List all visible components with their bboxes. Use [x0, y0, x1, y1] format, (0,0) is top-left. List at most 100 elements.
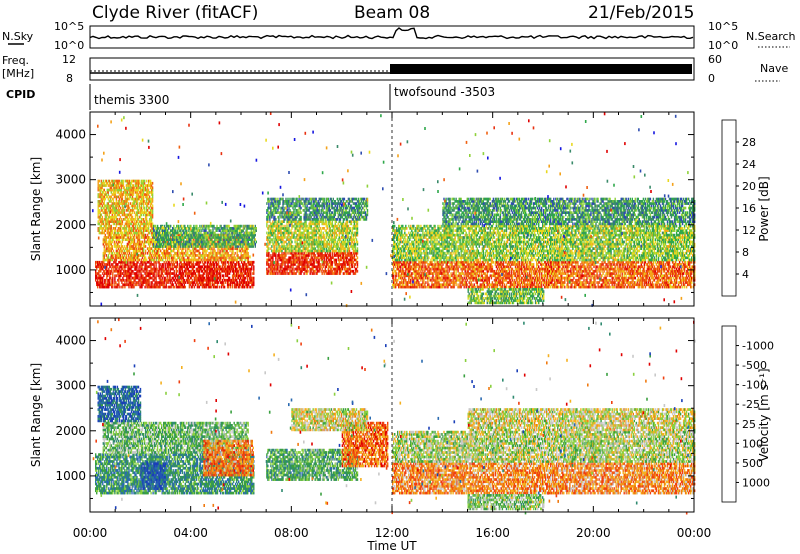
range-cell	[148, 249, 151, 253]
range-cell	[153, 274, 155, 278]
range-cell	[207, 272, 210, 275]
range-cell	[189, 236, 191, 239]
range-cell	[178, 281, 180, 284]
range-cell	[134, 222, 137, 226]
range-cell	[227, 276, 230, 280]
range-cell	[128, 240, 131, 244]
range-cell	[103, 285, 105, 289]
range-cell	[116, 283, 118, 287]
range-cell	[195, 245, 197, 248]
range-cell	[134, 213, 137, 217]
range-cell	[138, 281, 140, 284]
range-cell	[247, 272, 249, 275]
range-cell	[158, 269, 160, 273]
range-cell	[171, 254, 173, 257]
range-cell	[155, 272, 157, 275]
range-cell	[114, 233, 117, 237]
range-cell	[128, 249, 131, 253]
range-cell	[226, 269, 229, 273]
range-cell	[144, 258, 147, 262]
range-cell	[126, 245, 129, 248]
range-cell	[132, 269, 134, 273]
range-cell	[186, 272, 188, 275]
range-cell	[105, 193, 107, 196]
range-cell	[118, 281, 120, 284]
range-cell	[166, 251, 168, 255]
range-cell	[145, 269, 147, 273]
range-cell	[173, 285, 175, 289]
range-cell	[216, 258, 218, 262]
range-cell	[125, 191, 128, 194]
range-cell	[227, 263, 230, 266]
range-cell	[142, 281, 144, 284]
range-cell	[225, 254, 227, 257]
range-cell	[239, 283, 241, 287]
range-cell	[132, 245, 135, 248]
range-cell	[134, 274, 136, 278]
range-cell	[109, 276, 111, 280]
range-cell	[98, 193, 100, 196]
range-cell	[120, 245, 123, 248]
range-cell	[198, 258, 200, 262]
range-cell	[209, 245, 211, 248]
range-cell	[133, 236, 136, 239]
range-cell	[99, 263, 101, 266]
range-cell	[148, 260, 150, 264]
range-cell	[209, 258, 211, 262]
range-cell	[229, 265, 232, 269]
range-cell	[119, 254, 122, 257]
range-cell	[209, 240, 211, 244]
range-cell	[132, 202, 135, 205]
range-cell	[126, 276, 128, 280]
range-cell	[210, 265, 213, 269]
range-cell	[214, 240, 216, 244]
range-cell	[167, 281, 169, 284]
range-cell	[163, 281, 165, 284]
range-cell	[125, 202, 128, 205]
range-cell	[121, 213, 124, 217]
range-cell	[135, 184, 138, 187]
range-cell	[110, 256, 112, 260]
range-cell	[148, 240, 151, 244]
range-cell	[104, 240, 106, 244]
range-cell	[125, 263, 127, 266]
range-cell	[114, 276, 116, 280]
range-cell	[95, 260, 97, 264]
range-cell	[146, 267, 148, 271]
range-cell	[99, 213, 101, 217]
range-cell	[234, 272, 236, 275]
range-cell	[182, 272, 184, 275]
range-cell	[118, 256, 121, 260]
range-cell	[110, 247, 112, 250]
range-cell	[180, 245, 182, 248]
range-cell	[137, 256, 140, 260]
range-cell	[180, 260, 182, 264]
range-cell	[242, 249, 244, 253]
range-cell	[140, 242, 143, 246]
range-cell	[235, 267, 237, 271]
range-cell	[156, 251, 159, 255]
range-cell	[101, 220, 103, 223]
range-cell	[250, 229, 252, 232]
range-cell	[119, 191, 122, 194]
range-cell	[115, 285, 117, 289]
range-cell	[116, 229, 119, 232]
range-cell	[184, 263, 186, 266]
range-cell	[187, 249, 189, 253]
range-cell	[103, 254, 105, 257]
range-cell	[216, 274, 219, 278]
range-cell	[110, 186, 112, 190]
range-cell	[196, 245, 198, 248]
range-cell	[149, 263, 151, 266]
range-cell	[132, 285, 134, 289]
range-cell	[128, 224, 131, 228]
range-cell	[156, 254, 159, 257]
range-cell	[231, 265, 234, 269]
range-cell	[193, 258, 195, 262]
range-cell	[213, 258, 215, 262]
range-cell	[179, 272, 181, 275]
range-cell	[119, 260, 121, 264]
range-cell	[140, 204, 143, 208]
range-cell	[164, 265, 166, 269]
range-cell	[205, 269, 208, 273]
